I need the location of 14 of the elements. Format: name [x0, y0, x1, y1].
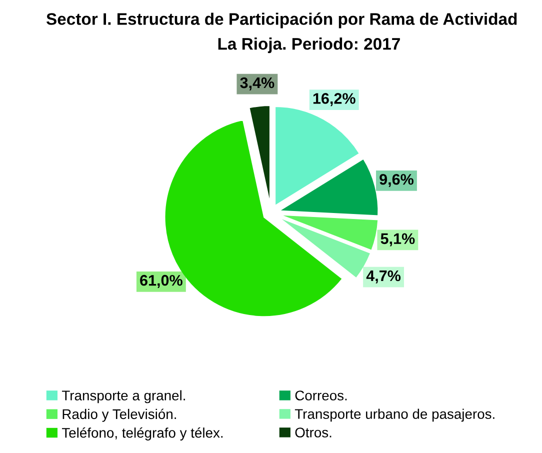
data-label: 16,2%: [313, 93, 356, 106]
data-label: 9,6%: [380, 174, 414, 188]
data-label: 5,1%: [380, 233, 415, 246]
chart-subtitle: La Rioja. Periodo: 2017: [218, 38, 400, 54]
legend-label: Transporte a granel.: [62, 390, 185, 404]
chart-title: Sector I. Estructura de Participación por Rama de Actividad: [46, 12, 517, 28]
data-label: 61,0%: [140, 274, 182, 288]
legend-label: Correos.: [295, 390, 347, 400]
legend-label: Otros.: [295, 428, 332, 438]
legend-label: Radio y Televisión.: [62, 408, 176, 422]
data-label: 4,7%: [366, 270, 401, 284]
legend-label: Teléfono, telégrafo y télex.: [62, 427, 223, 440]
data-label: 3,4%: [240, 77, 274, 90]
legend-label: Transporte urbano de pasajeros.: [294, 408, 494, 422]
